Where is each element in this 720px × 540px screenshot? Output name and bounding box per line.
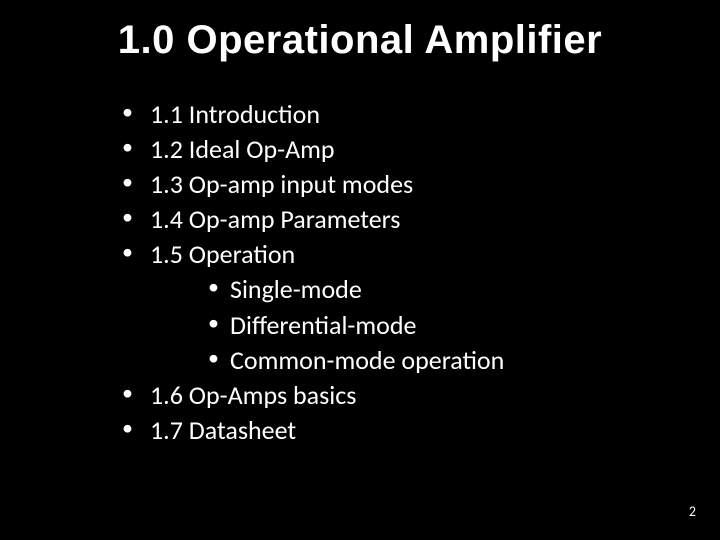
- list-item: 1.1 Introduction: [122, 97, 680, 132]
- list-item-label: 1.1 Introduction: [150, 98, 320, 130]
- page-number: 2: [689, 503, 696, 520]
- list-item-label: 1.3 Op-amp input modes: [150, 168, 413, 200]
- sub-list-item: Single-mode: [208, 272, 680, 307]
- list-item-label: 1.5 Operation: [150, 238, 295, 270]
- sub-list-item-label: Differential-mode: [230, 309, 416, 341]
- sub-list-item: Common-mode operation: [208, 343, 680, 378]
- list-item: 1.3 Op-amp input modes: [122, 167, 680, 202]
- slide-title: 1.0 Operational Amplifier: [40, 18, 680, 63]
- list-item: 1.6 Op-Amps basics: [122, 378, 680, 413]
- outline-list: 1.1 Introduction 1.2 Ideal Op-Amp 1.3 Op…: [40, 97, 680, 448]
- sub-list-item-label: Common-mode operation: [230, 344, 504, 376]
- list-item: 1.5 Operation Single-mode Differential-m…: [122, 237, 680, 377]
- slide: 1.0 Operational Amplifier 1.1 Introducti…: [0, 0, 720, 540]
- list-item: 1.7 Datasheet: [122, 413, 680, 448]
- list-item-label: 1.2 Ideal Op-Amp: [150, 133, 335, 165]
- list-item: 1.4 Op-amp Parameters: [122, 202, 680, 237]
- list-item-label: 1.4 Op-amp Parameters: [150, 203, 400, 235]
- sub-list: Single-mode Differential-mode Common-mod…: [150, 272, 680, 377]
- list-item: 1.2 Ideal Op-Amp: [122, 132, 680, 167]
- sub-list-item: Differential-mode: [208, 308, 680, 343]
- list-item-label: 1.7 Datasheet: [150, 414, 296, 446]
- sub-list-item-label: Single-mode: [230, 273, 362, 305]
- list-item-label: 1.6 Op-Amps basics: [150, 379, 356, 411]
